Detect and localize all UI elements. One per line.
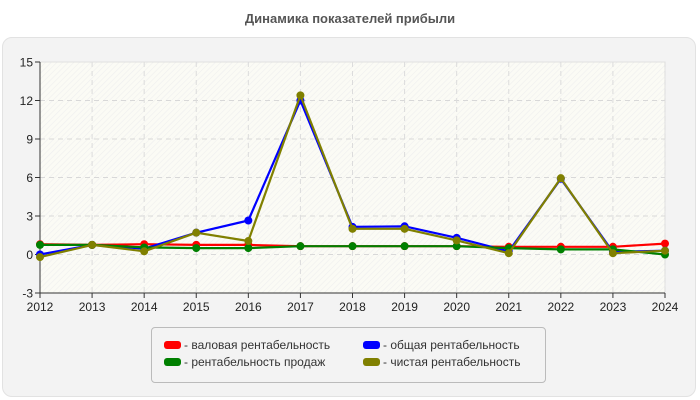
x-tick-label: 2020 — [443, 300, 470, 314]
x-tick-label: 2012 — [27, 300, 54, 314]
y-tick-label: 15 — [20, 56, 34, 70]
x-tick-label: 2016 — [235, 300, 262, 314]
data-point[interactable] — [661, 239, 669, 248]
data-point[interactable] — [192, 228, 201, 237]
y-tick-label: 6 — [26, 171, 33, 185]
data-point[interactable] — [296, 242, 305, 251]
legend-item-sales-margin: - рентабельность продаж — [164, 354, 325, 370]
data-point[interactable] — [348, 242, 357, 251]
y-tick-label: 12 — [20, 94, 34, 108]
x-tick-label: 2022 — [547, 300, 574, 314]
y-tick-label: 0 — [26, 248, 33, 262]
data-point[interactable] — [661, 246, 669, 255]
x-tick-label: 2024 — [652, 300, 679, 314]
data-point[interactable] — [400, 242, 409, 251]
legend-swatch-blue — [363, 341, 380, 349]
series-lines — [36, 91, 669, 262]
data-point[interactable] — [36, 253, 44, 262]
data-point[interactable] — [140, 247, 149, 256]
legend-label: - рентабельность продаж — [184, 355, 326, 369]
data-point[interactable] — [244, 244, 253, 253]
legend-item-gross-margin: - валовая рентабельность — [164, 337, 330, 353]
axes: -3 0 3 6 9 12 15 2012 2013 2014 2015 2016 2017 2018 20… — [20, 56, 679, 315]
x-tick-label: 2013 — [79, 300, 106, 314]
data-point[interactable] — [244, 237, 253, 246]
x-tick-label: 2018 — [339, 300, 366, 314]
data-point[interactable] — [88, 240, 97, 249]
legend-swatch-olive — [363, 358, 380, 366]
legend-label: - валовая рентабельность — [184, 338, 331, 352]
data-point[interactable] — [192, 244, 201, 253]
y-tick-label: -3 — [22, 287, 33, 301]
legend-swatch-red — [164, 341, 181, 349]
legend: - валовая рентабельность - общая рентабе… — [151, 327, 546, 383]
data-point[interactable] — [608, 249, 617, 258]
x-tick-label: 2019 — [391, 300, 418, 314]
x-tick-label: 2015 — [183, 300, 210, 314]
x-tick-label: 2014 — [131, 300, 158, 314]
y-tick-label: 9 — [26, 133, 33, 147]
data-point[interactable] — [452, 236, 461, 245]
legend-label: - чистая рентабельность — [383, 355, 521, 369]
data-point[interactable] — [348, 224, 357, 233]
data-point[interactable] — [556, 245, 565, 254]
legend-label: - общая рентабельность — [383, 338, 520, 352]
legend-item-net-margin: - чистая рентабельность — [363, 354, 520, 370]
y-tick-label: 3 — [26, 210, 33, 224]
series-808000 — [36, 91, 669, 262]
data-point[interactable] — [556, 174, 565, 183]
x-tick-label: 2017 — [287, 300, 314, 314]
x-tick-label: 2023 — [600, 300, 627, 314]
data-point[interactable] — [400, 224, 409, 233]
data-point[interactable] — [452, 242, 461, 251]
data-point[interactable] — [36, 240, 44, 249]
data-point[interactable] — [244, 216, 253, 225]
data-point[interactable] — [504, 249, 513, 258]
legend-item-total-margin: - общая рентабельность — [363, 337, 520, 353]
data-point[interactable] — [296, 91, 305, 100]
chart-title: Динамика показателей прибыли — [244, 11, 456, 26]
x-tick-label: 2021 — [495, 300, 522, 314]
legend-swatch-green — [164, 358, 181, 366]
